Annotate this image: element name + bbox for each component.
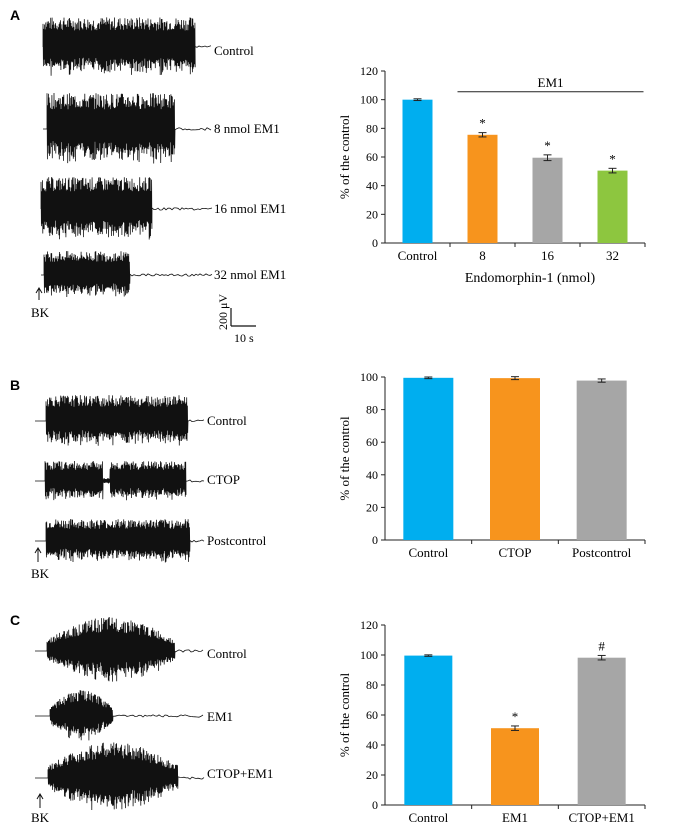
trace-b-ctop [35,460,205,501]
scale-amplitude-label: 200 μV [216,294,230,330]
y-tick-label: 60 [366,435,378,449]
y-tick-label: 40 [366,179,378,193]
y-axis-label: % of the control [337,115,352,200]
y-tick-label: 20 [366,207,378,221]
x-tick-label: 32 [606,248,619,263]
bar-control [402,99,433,244]
y-tick-label: 100 [360,370,378,384]
x-tick-label: Postcontrol [572,545,632,560]
scale-time-label: 10 s [234,331,254,345]
y-tick-label: 100 [360,93,378,107]
bar-8 [467,134,498,243]
trace-a-8nmol [43,92,212,164]
trace-b-postcontrol [35,519,205,563]
trace-label-c-em1: EM1 [207,709,233,724]
significance-marker: * [479,116,486,131]
trace-label-c-control: Control [207,646,247,661]
y-tick-label: 40 [366,468,378,482]
stimulus-arrow-head [35,287,43,294]
panel-letter-a: A [10,7,20,23]
stimulus-arrow-head [34,547,42,554]
bar-ctop [490,378,540,540]
trace-a-control [42,17,212,76]
x-tick-label: EM1 [502,810,528,825]
y-tick-label: 60 [366,708,378,722]
trace-a-16nmol [40,177,213,240]
bar-chart-b: 0 20 40 60 80 100 % of the control Control CTOP P… [337,370,646,560]
trace-label-b-control: Control [207,413,247,428]
y-tick-label: 0 [372,798,378,812]
panel-letter-c: C [10,612,20,628]
bar-chart-c: 0 20 40 60 80 100 120 % of the control Control * E… [337,618,646,825]
group-label: EM1 [538,75,564,90]
y-axis-label: % of the control [337,673,352,758]
significance-marker: * [512,709,519,724]
trace-label-b-postcontrol: Postcontrol [207,533,267,548]
trace-label-c-ctop-em1: CTOP+EM1 [207,766,273,781]
stimulus-label-c: BK [31,810,50,825]
bar-chart-a: 0 20 40 60 80 100 120 % of the control Control * 8… [337,64,646,286]
y-tick-label: 80 [366,403,378,417]
trace-label-b-ctop: CTOP [207,472,240,487]
bar-ctop-em1 [577,657,626,805]
y-tick-label: 100 [360,648,378,662]
y-tick-label: 20 [366,768,378,782]
trace-c-control [35,617,204,682]
y-tick-label: 0 [372,533,378,547]
bar-32 [597,170,628,243]
stimulus-label-a: BK [31,305,50,320]
x-tick-label: CTOP+EM1 [569,810,635,825]
y-tick-label: 60 [366,150,378,164]
stimulus-label-b: BK [31,566,50,581]
significance-marker: * [544,138,551,153]
stimulus-arrow-head [36,793,44,800]
x-tick-label: Control [398,248,438,263]
trace-label-a-16nmol: 16 nmol EM1 [214,201,286,216]
significance-marker: * [609,151,616,166]
y-tick-label: 80 [366,678,378,692]
recording-traces [34,17,213,811]
trace-label-a-8nmol: 8 nmol EM1 [214,121,280,136]
trace-c-em1 [35,690,204,741]
y-tick-label: 80 [366,121,378,135]
x-tick-label: CTOP [499,545,532,560]
trace-label-a-32nmol: 32 nmol EM1 [214,267,286,282]
y-tick-label: 0 [372,236,378,250]
y-tick-label: 40 [366,738,378,752]
y-tick-label: 120 [360,64,378,78]
x-tick-label: Control [408,545,448,560]
x-tick-label: 8 [479,248,486,263]
trace-b-control [35,395,205,446]
y-tick-label: 120 [360,618,378,632]
bar-postcontrol [576,380,627,540]
y-axis-label: % of the control [337,416,352,501]
bar-em1 [491,728,539,805]
scale-bar: 200 μV 10 s [216,294,256,345]
x-tick-label: 16 [541,248,555,263]
x-axis-label: Endomorphin-1 (nmol) [465,271,596,286]
trace-c-ctop-em1 [35,742,205,811]
bar-control [403,377,454,540]
bar-16 [532,157,563,243]
panel-letter-b: B [10,377,20,393]
x-tick-label: Control [408,810,448,825]
y-tick-label: 20 [366,500,378,514]
trace-a-32nmol [41,251,213,298]
trace-label-a-control: Control [214,43,254,58]
bar-control [404,655,453,805]
significance-marker: # [598,638,605,653]
